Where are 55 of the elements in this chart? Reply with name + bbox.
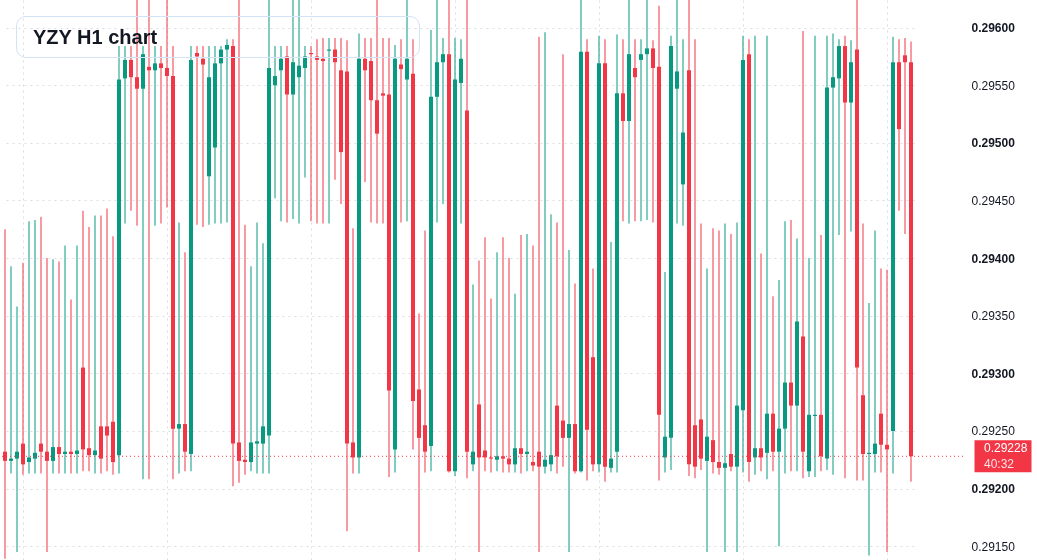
y-tick-label: 0.29400: [971, 251, 1016, 266]
candlestick: [873, 230, 877, 473]
candlestick: [273, 46, 277, 199]
candlestick: [27, 221, 31, 474]
y-tick-label: 0.29450: [971, 193, 1016, 208]
candlestick: [675, 0, 679, 224]
candlestick: [567, 250, 571, 552]
candlestick: [777, 280, 781, 547]
candlestick: [441, 38, 445, 204]
candlestick: [903, 38, 907, 234]
y-tick-label: 0.29150: [971, 539, 1016, 554]
title-box: YZY H1 chart: [16, 16, 420, 58]
candlestick: [225, 39, 229, 223]
y-tick-label: 0.29250: [971, 424, 1016, 439]
y-tick-label: 0.29600: [971, 21, 1016, 36]
candlestick: [249, 266, 253, 472]
candlestick: [549, 214, 553, 472]
candlestick: [141, 46, 145, 480]
candlestick: [297, 0, 301, 224]
candlestick: [831, 33, 835, 475]
candlestick: [201, 46, 205, 227]
candlestick: [495, 252, 499, 472]
candlestick: [153, 46, 157, 226]
y-tick-label: 0.29200: [971, 482, 1016, 497]
y-tick-label: 0.29300: [971, 366, 1016, 381]
candlestick: [705, 268, 709, 552]
candlestick: [159, 46, 163, 224]
y-tick-label: 0.29550: [971, 78, 1016, 93]
candlestick: [255, 222, 259, 474]
candlestick: [633, 39, 637, 222]
ref-line-label: 0.29228: [984, 441, 1028, 456]
candlestick: [405, 0, 409, 222]
candlestick: [753, 35, 757, 475]
candlestick: [303, 46, 307, 178]
candlestick: [723, 223, 727, 552]
candlestick: [765, 35, 769, 480]
candlestick: [381, 38, 385, 224]
candlestick: [33, 220, 37, 474]
text: 40:32: [984, 457, 1015, 472]
candlestick: [51, 259, 55, 474]
candlestick: [15, 306, 19, 552]
candlestick: [177, 222, 181, 474]
candlestick: [543, 32, 547, 474]
candlestick: [513, 293, 517, 473]
candlestick: [663, 271, 667, 473]
candlestick: [639, 39, 643, 222]
y-tick-label: 0.29350: [971, 309, 1016, 324]
candlestick: [279, 46, 283, 222]
candlestick: [645, 0, 649, 221]
y-tick-label: 0.29500: [971, 136, 1016, 151]
candlestick: [363, 38, 367, 183]
candlestick: [123, 46, 127, 224]
candlestick: [609, 241, 613, 473]
candlestick: [261, 243, 265, 474]
candlestick: [471, 284, 475, 472]
